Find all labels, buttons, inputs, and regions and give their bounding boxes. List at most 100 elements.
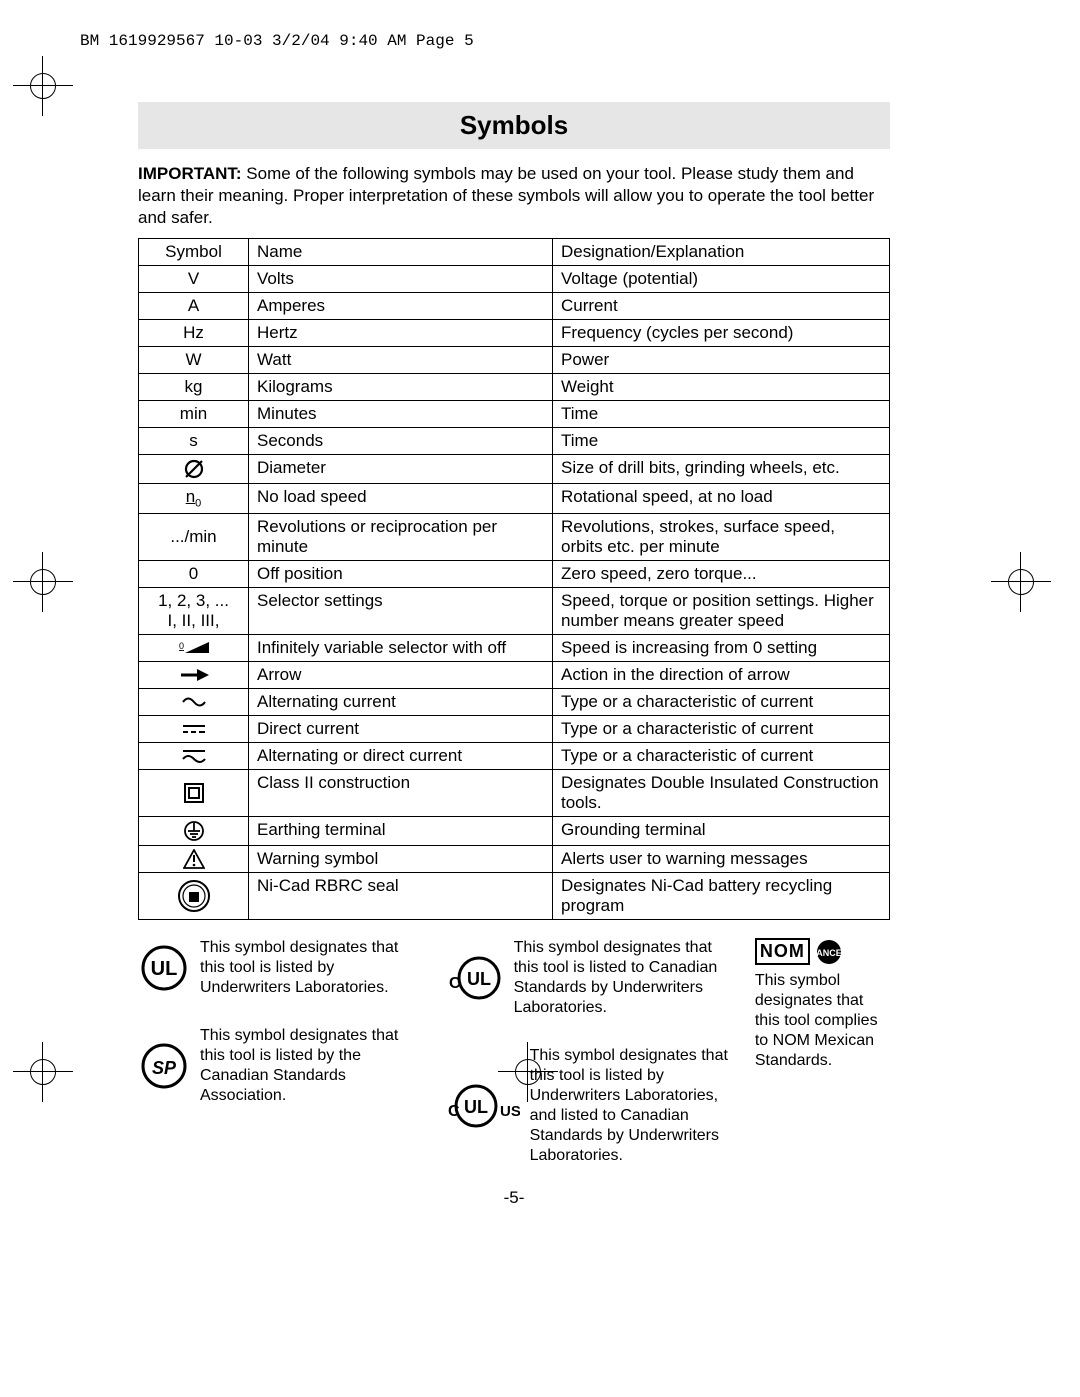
desc-cell: Rotational speed, at no load xyxy=(553,484,890,513)
symbol-cell: A xyxy=(139,293,249,320)
symbol-cell: 0 xyxy=(139,634,249,661)
symbol-cell xyxy=(139,455,249,484)
name-cell: Seconds xyxy=(249,428,553,455)
name-cell: Selector settings xyxy=(249,587,553,634)
name-cell: Class II construction xyxy=(249,769,553,816)
table-row: WWattPower xyxy=(139,347,890,374)
name-cell: Infinitely variable selector with off xyxy=(249,634,553,661)
cert-nom: NOM ANCE This symbol designates that thi… xyxy=(755,938,890,1071)
desc-cell: Designates Ni-Cad battery recycling prog… xyxy=(553,873,890,920)
symbol-cell xyxy=(139,715,249,742)
table-row: Ni-Cad RBRC sealDesignates Ni-Cad batter… xyxy=(139,873,890,920)
cul-icon: CUL xyxy=(442,952,504,1004)
nom-icon: NOM xyxy=(755,938,810,965)
name-cell: Alternating or direct current xyxy=(249,742,553,769)
page-number: -5- xyxy=(138,1188,890,1208)
table-row: ArrowAction in the direction of arrow xyxy=(139,661,890,688)
desc-cell: Grounding terminal xyxy=(553,816,890,845)
symbol-cell: V xyxy=(139,266,249,293)
cert-cul-text: This symbol designates that this tool is… xyxy=(514,938,741,1018)
name-cell: Arrow xyxy=(249,661,553,688)
cert-ul: UL This symbol designates that this tool… xyxy=(138,938,428,998)
desc-cell: Speed is increasing from 0 setting xyxy=(553,634,890,661)
table-row: .../minRevolutions or reciprocation per … xyxy=(139,513,890,560)
table-row: Direct currentType or a characteristic o… xyxy=(139,715,890,742)
print-header: BM 1619929567 10-03 3/2/04 9:40 AM Page … xyxy=(80,32,474,50)
desc-cell: Power xyxy=(553,347,890,374)
table-row: HzHertzFrequency (cycles per second) xyxy=(139,320,890,347)
desc-cell: Zero speed, zero torque... xyxy=(553,560,890,587)
desc-cell: Revolutions, strokes, surface speed, orb… xyxy=(553,513,890,560)
symbol-cell xyxy=(139,769,249,816)
name-cell: Diameter xyxy=(249,455,553,484)
desc-cell: Speed, torque or position settings. High… xyxy=(553,587,890,634)
table-row: n0No load speedRotational speed, at no l… xyxy=(139,484,890,513)
certifications-area: UL This symbol designates that this tool… xyxy=(138,938,890,1166)
symbol-cell: Hz xyxy=(139,320,249,347)
svg-text:ANCE: ANCE xyxy=(816,948,842,958)
desc-cell: Type or a characteristic of current xyxy=(553,742,890,769)
col-name: Name xyxy=(249,239,553,266)
table-row: Alternating or direct currentType or a c… xyxy=(139,742,890,769)
intro-text: IMPORTANT: Some of the following symbols… xyxy=(138,163,890,228)
symbol-cell xyxy=(139,661,249,688)
ance-icon: ANCE xyxy=(816,939,842,965)
table-header-row: Symbol Name Designation/Explanation xyxy=(139,239,890,266)
symbol-cell: .../min xyxy=(139,513,249,560)
cert-csa: SP This symbol designates that this tool… xyxy=(138,1026,428,1106)
table-row: AAmperesCurrent xyxy=(139,293,890,320)
symbol-cell: W xyxy=(139,347,249,374)
cert-cul: CUL This symbol designates that this too… xyxy=(442,938,741,1018)
name-cell: Revolutions or reciprocation per minute xyxy=(249,513,553,560)
cert-nom-text: This symbol designates that this tool co… xyxy=(755,971,890,1071)
table-row: kgKilogramsWeight xyxy=(139,374,890,401)
desc-cell: Time xyxy=(553,401,890,428)
table-row: minMinutesTime xyxy=(139,401,890,428)
table-row: VVoltsVoltage (potential) xyxy=(139,266,890,293)
table-row: Warning symbolAlerts user to warning mes… xyxy=(139,845,890,873)
symbol-cell: n0 xyxy=(139,484,249,513)
symbol-cell: 0 xyxy=(139,560,249,587)
table-row: 0Off positionZero speed, zero torque... xyxy=(139,560,890,587)
svg-text:UL: UL xyxy=(467,969,491,989)
symbol-cell xyxy=(139,845,249,873)
svg-text:UL: UL xyxy=(151,958,178,980)
intro-bold: IMPORTANT: xyxy=(138,164,242,183)
culus-icon: CULUS xyxy=(442,1080,520,1132)
name-cell: Amperes xyxy=(249,293,553,320)
symbol-cell xyxy=(139,873,249,920)
desc-cell: Designates Double Insulated Construction… xyxy=(553,769,890,816)
name-cell: Direct current xyxy=(249,715,553,742)
symbols-table: Symbol Name Designation/Explanation VVol… xyxy=(138,238,890,920)
table-row: Class II constructionDesignates Double I… xyxy=(139,769,890,816)
name-cell: Off position xyxy=(249,560,553,587)
name-cell: Ni-Cad RBRC seal xyxy=(249,873,553,920)
symbol-cell: 1, 2, 3, ...I, II, III, xyxy=(139,587,249,634)
symbol-cell: s xyxy=(139,428,249,455)
symbol-cell xyxy=(139,688,249,715)
svg-text:0: 0 xyxy=(179,641,184,651)
desc-cell: Weight xyxy=(553,374,890,401)
symbol-cell: kg xyxy=(139,374,249,401)
name-cell: Minutes xyxy=(249,401,553,428)
page-title: Symbols xyxy=(138,102,890,149)
name-cell: Watt xyxy=(249,347,553,374)
desc-cell: Current xyxy=(553,293,890,320)
desc-cell: Voltage (potential) xyxy=(553,266,890,293)
name-cell: No load speed xyxy=(249,484,553,513)
table-row: 1, 2, 3, ...I, II, III,Selector settings… xyxy=(139,587,890,634)
svg-text:SP: SP xyxy=(152,1058,177,1078)
table-row: sSecondsTime xyxy=(139,428,890,455)
desc-cell: Frequency (cycles per second) xyxy=(553,320,890,347)
svg-text:UL: UL xyxy=(464,1097,488,1117)
symbol-cell: min xyxy=(139,401,249,428)
desc-cell: Type or a characteristic of current xyxy=(553,715,890,742)
desc-cell: Action in the direction of arrow xyxy=(553,661,890,688)
intro-rest: Some of the following symbols may be use… xyxy=(138,164,874,227)
desc-cell: Alerts user to warning messages xyxy=(553,845,890,873)
desc-cell: Size of drill bits, grinding wheels, etc… xyxy=(553,455,890,484)
table-row: Earthing terminalGrounding terminal xyxy=(139,816,890,845)
table-row: 0 Infinitely variable selector with offSp… xyxy=(139,634,890,661)
desc-cell: Type or a characteristic of current xyxy=(553,688,890,715)
desc-cell: Time xyxy=(553,428,890,455)
